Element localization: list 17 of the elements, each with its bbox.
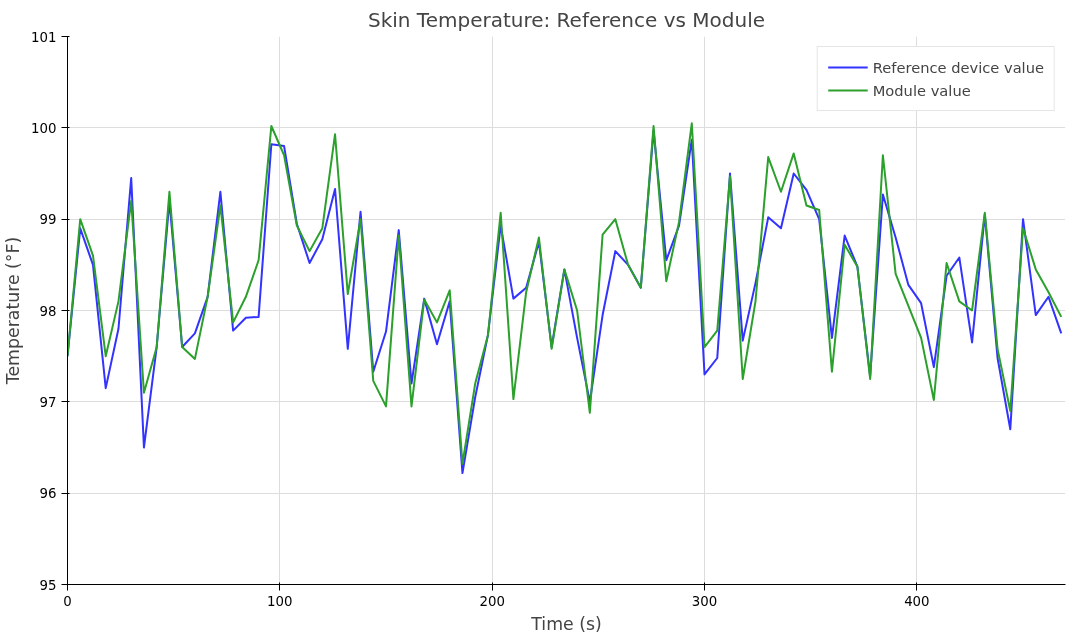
x-tick-label: 200 — [479, 593, 505, 609]
x-tick-label: 100 — [267, 593, 293, 609]
x-axis-title: Time (s) — [530, 613, 602, 634]
y-tick-label: 97 — [39, 394, 57, 410]
y-tick-label: 98 — [39, 303, 57, 319]
x-tick-label: 400 — [904, 593, 930, 609]
x-tick-label: 300 — [691, 593, 718, 609]
legend-label: Reference device value — [872, 58, 1044, 76]
y-tick-label: 100 — [31, 120, 57, 136]
legend-label: Module value — [872, 81, 971, 99]
y-tick-label: 99 — [39, 212, 57, 228]
y-tick-label: 96 — [39, 486, 57, 502]
chart-title: Skin Temperature: Reference vs Module — [367, 7, 766, 32]
y-axis-title: Temperature (°F) — [3, 236, 24, 386]
y-tick-label: 101 — [31, 29, 57, 45]
y-tick-label: 95 — [39, 577, 57, 593]
x-tick-label: 0 — [63, 593, 72, 609]
